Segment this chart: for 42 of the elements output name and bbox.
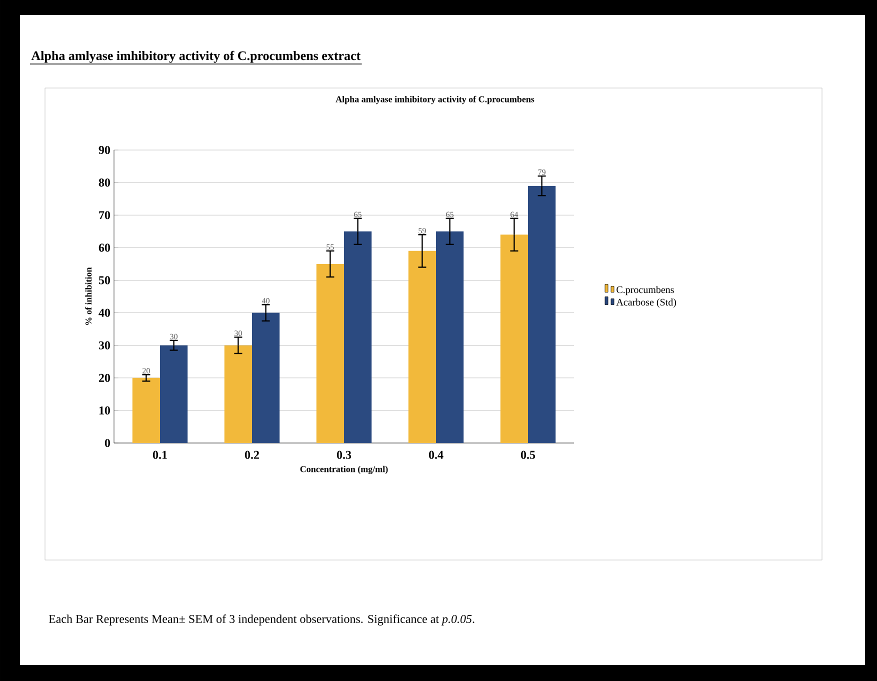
y-tick-label: 90 bbox=[98, 146, 110, 154]
y-tick-label: 40 bbox=[98, 308, 110, 317]
y-tick-label: 80 bbox=[98, 178, 110, 187]
legend-label: Acarbose (Std) bbox=[616, 298, 676, 308]
bar bbox=[408, 250, 436, 444]
legend-label: C.procumbens bbox=[616, 286, 674, 296]
chart-title: Alpha amlyase imhibitory activity of C.procumbens extract bbox=[31, 50, 361, 63]
data-label: 30 bbox=[170, 334, 178, 340]
y-tick-label: 10 bbox=[99, 406, 110, 414]
bar bbox=[500, 234, 528, 444]
chart-subtitle: Alpha amlyase imhibitory activity of C.procumbens bbox=[336, 96, 534, 104]
x-tick-label: 0.4 bbox=[428, 450, 444, 459]
y-tick-label: 70 bbox=[99, 211, 110, 220]
data-label: 20 bbox=[142, 368, 150, 374]
bar bbox=[224, 345, 252, 444]
x-tick-label: 0.1 bbox=[152, 450, 167, 459]
data-label: 64 bbox=[510, 212, 518, 218]
bar bbox=[528, 186, 556, 444]
data-label: 55 bbox=[326, 244, 334, 250]
bar bbox=[436, 231, 464, 444]
bar bbox=[344, 231, 372, 444]
y-tick-label: 0 bbox=[104, 438, 110, 448]
data-label: 40 bbox=[262, 298, 270, 304]
x-tick-label: 0.5 bbox=[520, 450, 536, 459]
x-tick-label: 0.2 bbox=[244, 450, 259, 459]
y-axis-title: % of inhibition bbox=[85, 267, 92, 325]
text: Each Bar Represents Mean± SEM of 3 independent observations. Significance at p.0.05. bbox=[48, 614, 474, 626]
data-label: 59 bbox=[418, 228, 426, 234]
data-label: 79 bbox=[538, 169, 546, 175]
data-label: 65 bbox=[446, 212, 454, 218]
bar bbox=[160, 345, 188, 444]
y-tick-label: 60 bbox=[98, 244, 110, 252]
y-tick-label: 20 bbox=[98, 374, 110, 382]
x-axis-title: Concentration (mg/ml) bbox=[300, 466, 388, 474]
y-tick-label: 30 bbox=[98, 341, 110, 350]
bar bbox=[316, 264, 344, 444]
y-tick-label: 50 bbox=[98, 276, 110, 284]
data-label: 30 bbox=[234, 330, 242, 336]
bar bbox=[132, 378, 160, 444]
x-tick-label: 0.3 bbox=[336, 450, 352, 459]
data-label: 65 bbox=[354, 212, 362, 218]
bar bbox=[252, 312, 280, 444]
